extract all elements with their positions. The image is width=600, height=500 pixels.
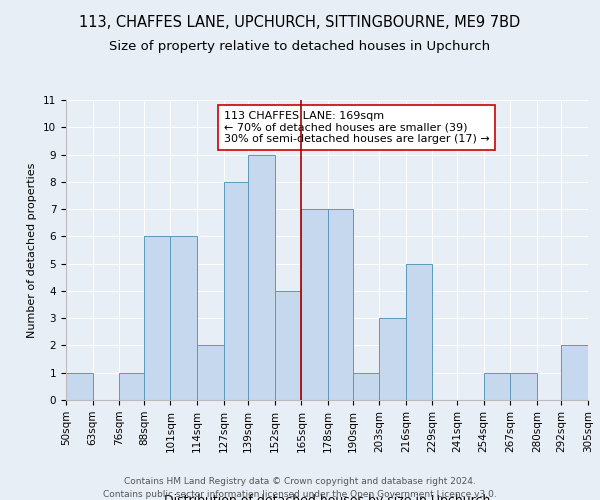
Bar: [119, 372, 144, 400]
Bar: [224, 182, 248, 400]
Bar: [484, 372, 510, 400]
Bar: [328, 209, 353, 400]
X-axis label: Distribution of detached houses by size in Upchurch: Distribution of detached houses by size …: [164, 494, 490, 500]
Text: 113, CHAFFES LANE, UPCHURCH, SITTINGBOURNE, ME9 7BD: 113, CHAFFES LANE, UPCHURCH, SITTINGBOUR…: [79, 15, 521, 30]
Bar: [379, 318, 406, 400]
Bar: [197, 346, 224, 400]
Text: Contains HM Land Registry data © Crown copyright and database right 2024.: Contains HM Land Registry data © Crown c…: [124, 478, 476, 486]
Bar: [562, 346, 588, 400]
Bar: [248, 154, 275, 400]
Bar: [170, 236, 197, 400]
Bar: [66, 372, 92, 400]
Text: 113 CHAFFES LANE: 169sqm
← 70% of detached houses are smaller (39)
30% of semi-d: 113 CHAFFES LANE: 169sqm ← 70% of detach…: [224, 111, 490, 144]
Text: Contains public sector information licensed under the Open Government Licence v3: Contains public sector information licen…: [103, 490, 497, 499]
Bar: [406, 264, 433, 400]
Bar: [301, 209, 328, 400]
Text: Size of property relative to detached houses in Upchurch: Size of property relative to detached ho…: [109, 40, 491, 53]
Bar: [353, 372, 379, 400]
Bar: [275, 291, 301, 400]
Y-axis label: Number of detached properties: Number of detached properties: [28, 162, 37, 338]
Bar: [144, 236, 170, 400]
Bar: [510, 372, 537, 400]
